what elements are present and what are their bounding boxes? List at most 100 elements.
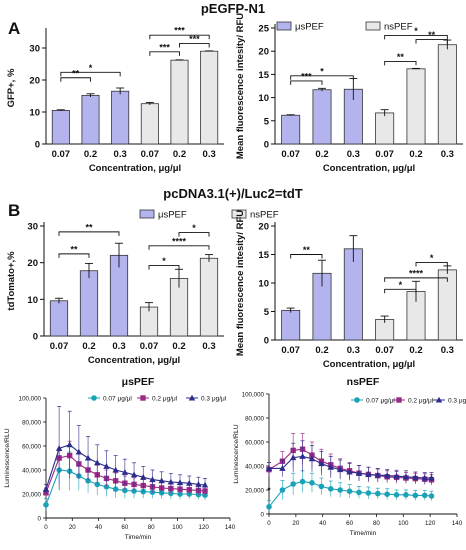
- x-tick-label: 0.2: [409, 345, 422, 356]
- data-point: [374, 490, 381, 497]
- data-point: [112, 466, 119, 473]
- data-point: [327, 486, 334, 492]
- significance-label: *: [192, 223, 196, 233]
- x-tick-label: 0.3: [203, 149, 216, 160]
- data-point: [176, 479, 184, 486]
- significance-bracket: [179, 43, 210, 48]
- x-tick-label: 0: [44, 524, 48, 531]
- x-tick-label: 140: [452, 520, 463, 527]
- data-point: [318, 460, 325, 467]
- data-point: [421, 474, 428, 481]
- legend-label: 0.2 μg/μl: [152, 396, 178, 403]
- data-point: [289, 454, 297, 461]
- x-tick-label: 0.07: [52, 149, 71, 160]
- significance-label: **: [70, 244, 78, 254]
- data-point: [112, 486, 119, 492]
- significance-bracket: [148, 245, 210, 250]
- significance-label: **: [428, 30, 436, 40]
- y-tick-label: 10: [258, 93, 269, 104]
- y-tick-label: 80,000: [245, 416, 264, 423]
- significance-label: ***: [159, 42, 170, 52]
- significance-bracket: [58, 231, 120, 236]
- x-tick-label: 140: [225, 524, 236, 531]
- bar: [49, 300, 69, 337]
- x-tick-label: 0.2: [409, 149, 422, 160]
- y-tick-label: 40,000: [22, 468, 41, 475]
- legend-label: nsPEF: [250, 210, 279, 221]
- data-point: [149, 476, 156, 483]
- data-point: [383, 472, 391, 479]
- data-point: [384, 491, 390, 497]
- y-tick-label: 10: [27, 295, 38, 306]
- bar: [281, 114, 301, 145]
- data-point: [94, 481, 101, 488]
- significance-label: **: [72, 68, 80, 78]
- legend-label: 0.2 μg/μl: [408, 398, 434, 405]
- x-tick-label: 0.07: [141, 149, 160, 160]
- significance-bracket: [149, 51, 180, 56]
- data-point: [42, 485, 50, 492]
- significance-bracket: [384, 277, 448, 282]
- y-tick-label: 40,000: [245, 464, 264, 471]
- y-axis-title: tdTomato+,%: [6, 251, 17, 311]
- x-tick-label: 80: [373, 520, 380, 527]
- annotation-label: *: [267, 486, 271, 495]
- significance-bracket: [415, 262, 448, 267]
- y-tick-label: 0: [264, 336, 269, 347]
- bar: [81, 94, 100, 145]
- y-tick-label: 5: [264, 307, 270, 318]
- x-tick-label: 0.2: [84, 149, 97, 160]
- x-tick-label: 20: [292, 520, 299, 527]
- significance-bracket: [58, 253, 90, 258]
- legend-swatch: [231, 209, 247, 219]
- x-tick-label: 0.07: [140, 341, 159, 352]
- x-axis-title: Time/min: [350, 530, 377, 537]
- bar: [111, 90, 130, 145]
- x-tick-label: 20: [69, 524, 76, 531]
- y-axis-title: Luminescence/RLU: [233, 424, 240, 483]
- data-point: [140, 473, 147, 480]
- y-tick-label: 0: [38, 516, 42, 523]
- section-title-b: pcDNA3.1(+)/Luc2=tdT: [163, 186, 303, 201]
- bar: [79, 270, 99, 337]
- x-axis-title: Time/min: [125, 534, 152, 541]
- data-point: [66, 441, 73, 448]
- significance-bracket: [415, 39, 448, 44]
- data-point: [365, 471, 372, 477]
- data-point: [201, 481, 209, 488]
- data-point: [412, 474, 419, 480]
- significance-label: **: [303, 245, 311, 255]
- data-point: [55, 445, 63, 451]
- x-axis-title: Concentration, μg/μl: [323, 359, 415, 370]
- data-point: [299, 478, 306, 485]
- data-point: [402, 473, 410, 480]
- x-tick-label: 120: [425, 520, 436, 527]
- data-point: [396, 397, 402, 403]
- x-tick-label: 0.3: [347, 345, 360, 356]
- bar: [375, 112, 395, 145]
- significance-label: ****: [172, 236, 187, 246]
- significance-label: *: [430, 253, 434, 263]
- y-tick-label: 0: [33, 332, 38, 343]
- chart-title: nsPEF: [347, 376, 380, 388]
- significance-bracket: [60, 77, 91, 82]
- significance-label: ***: [174, 26, 185, 36]
- significance-bracket: [384, 34, 448, 40]
- data-point: [140, 395, 146, 401]
- x-tick-label: 0.07: [375, 345, 394, 356]
- panel-label-b: B: [8, 201, 21, 220]
- data-point: [393, 472, 400, 479]
- x-tick-label: 60: [346, 520, 353, 527]
- y-tick-label: 0: [264, 140, 269, 151]
- x-tick-label: 100: [172, 524, 183, 531]
- x-tick-label: 100: [398, 520, 409, 527]
- legend-swatch: [365, 21, 381, 31]
- bar: [312, 89, 332, 145]
- data-point: [122, 487, 128, 494]
- data-point: [327, 463, 334, 470]
- data-point: [130, 471, 138, 478]
- y-tick-label: 60,000: [245, 440, 264, 447]
- y-tick-label: 0: [261, 512, 265, 519]
- legend-swatch: [276, 21, 292, 31]
- significance-label: ***: [301, 71, 312, 81]
